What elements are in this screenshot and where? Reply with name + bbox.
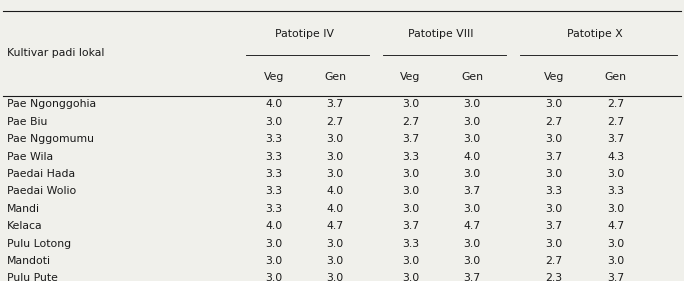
Text: 3.0: 3.0 (402, 169, 419, 179)
Text: 3.7: 3.7 (402, 221, 419, 231)
Text: 3.0: 3.0 (545, 239, 563, 249)
Text: 3.0: 3.0 (265, 117, 282, 127)
Text: 3.0: 3.0 (326, 239, 344, 249)
Text: 3.0: 3.0 (463, 169, 481, 179)
Text: 3.0: 3.0 (326, 273, 344, 281)
Text: Pae Biu: Pae Biu (7, 117, 47, 127)
Text: 3.0: 3.0 (463, 99, 481, 109)
Text: 3.7: 3.7 (326, 99, 344, 109)
Text: 3.7: 3.7 (545, 221, 563, 231)
Text: Veg: Veg (263, 72, 284, 81)
Text: Veg: Veg (400, 72, 421, 81)
Text: 4.7: 4.7 (463, 221, 481, 231)
Text: 2.7: 2.7 (326, 117, 344, 127)
Text: Pae Nggomumu: Pae Nggomumu (7, 134, 94, 144)
Text: Pulu Pute: Pulu Pute (7, 273, 57, 281)
Text: Kelaca: Kelaca (7, 221, 42, 231)
Text: 3.0: 3.0 (607, 239, 624, 249)
Text: 4.0: 4.0 (265, 221, 282, 231)
Text: Patotipe X: Patotipe X (567, 30, 623, 39)
Text: Gen: Gen (324, 72, 346, 81)
Text: 3.3: 3.3 (607, 186, 624, 196)
Text: 4.0: 4.0 (265, 99, 282, 109)
Text: 3.7: 3.7 (402, 134, 419, 144)
Text: Mandoti: Mandoti (7, 256, 51, 266)
Text: 4.0: 4.0 (326, 204, 344, 214)
Text: 3.0: 3.0 (545, 204, 563, 214)
Text: Gen: Gen (461, 72, 483, 81)
Text: Pae Ngonggohia: Pae Ngonggohia (7, 99, 96, 109)
Text: 3.0: 3.0 (265, 239, 282, 249)
Text: 3.3: 3.3 (265, 186, 282, 196)
Text: 3.0: 3.0 (402, 256, 419, 266)
Text: 3.0: 3.0 (326, 169, 344, 179)
Text: 3.3: 3.3 (402, 239, 419, 249)
Text: Pae Wila: Pae Wila (7, 151, 53, 162)
Text: 3.0: 3.0 (463, 204, 481, 214)
Text: 3.0: 3.0 (402, 99, 419, 109)
Text: 3.3: 3.3 (265, 134, 282, 144)
Text: 4.3: 4.3 (607, 151, 624, 162)
Text: 3.3: 3.3 (402, 151, 419, 162)
Text: 3.7: 3.7 (607, 273, 624, 281)
Text: 3.0: 3.0 (326, 256, 344, 266)
Text: 3.0: 3.0 (545, 134, 563, 144)
Text: 2.7: 2.7 (607, 117, 624, 127)
Text: 3.0: 3.0 (402, 204, 419, 214)
Text: 3.0: 3.0 (326, 151, 344, 162)
Text: 3.0: 3.0 (545, 169, 563, 179)
Text: 2.7: 2.7 (607, 99, 624, 109)
Text: Mandi: Mandi (7, 204, 40, 214)
Text: 3.0: 3.0 (402, 273, 419, 281)
Text: 2.3: 2.3 (545, 273, 563, 281)
Text: Paedai Hada: Paedai Hada (7, 169, 75, 179)
Text: 3.0: 3.0 (463, 134, 481, 144)
Text: Gen: Gen (605, 72, 627, 81)
Text: 4.7: 4.7 (326, 221, 344, 231)
Text: 3.7: 3.7 (607, 134, 624, 144)
Text: Patotipe IV: Patotipe IV (275, 30, 334, 39)
Text: 3.0: 3.0 (402, 186, 419, 196)
Text: Kultivar padi lokal: Kultivar padi lokal (7, 48, 104, 58)
Text: 2.7: 2.7 (545, 117, 563, 127)
Text: 3.3: 3.3 (545, 186, 563, 196)
Text: 2.7: 2.7 (545, 256, 563, 266)
Text: Pulu Lotong: Pulu Lotong (7, 239, 71, 249)
Text: 3.7: 3.7 (463, 273, 481, 281)
Text: 2.7: 2.7 (402, 117, 419, 127)
Text: 3.3: 3.3 (265, 169, 282, 179)
Text: 3.7: 3.7 (463, 186, 481, 196)
Text: 3.0: 3.0 (607, 256, 624, 266)
Text: 4.7: 4.7 (607, 221, 624, 231)
Text: 3.0: 3.0 (265, 273, 282, 281)
Text: 3.7: 3.7 (545, 151, 563, 162)
Text: 4.0: 4.0 (463, 151, 481, 162)
Text: 3.0: 3.0 (326, 134, 344, 144)
Text: 3.3: 3.3 (265, 204, 282, 214)
Text: 3.3: 3.3 (265, 151, 282, 162)
Text: 3.0: 3.0 (545, 99, 563, 109)
Text: 3.0: 3.0 (463, 117, 481, 127)
Text: 3.0: 3.0 (607, 204, 624, 214)
Text: Veg: Veg (544, 72, 564, 81)
Text: 3.0: 3.0 (463, 256, 481, 266)
Text: 3.0: 3.0 (265, 256, 282, 266)
Text: 4.0: 4.0 (326, 186, 344, 196)
Text: Paedai Wolio: Paedai Wolio (7, 186, 76, 196)
Text: 3.0: 3.0 (607, 169, 624, 179)
Text: 3.0: 3.0 (463, 239, 481, 249)
Text: Patotipe VIII: Patotipe VIII (408, 30, 474, 39)
